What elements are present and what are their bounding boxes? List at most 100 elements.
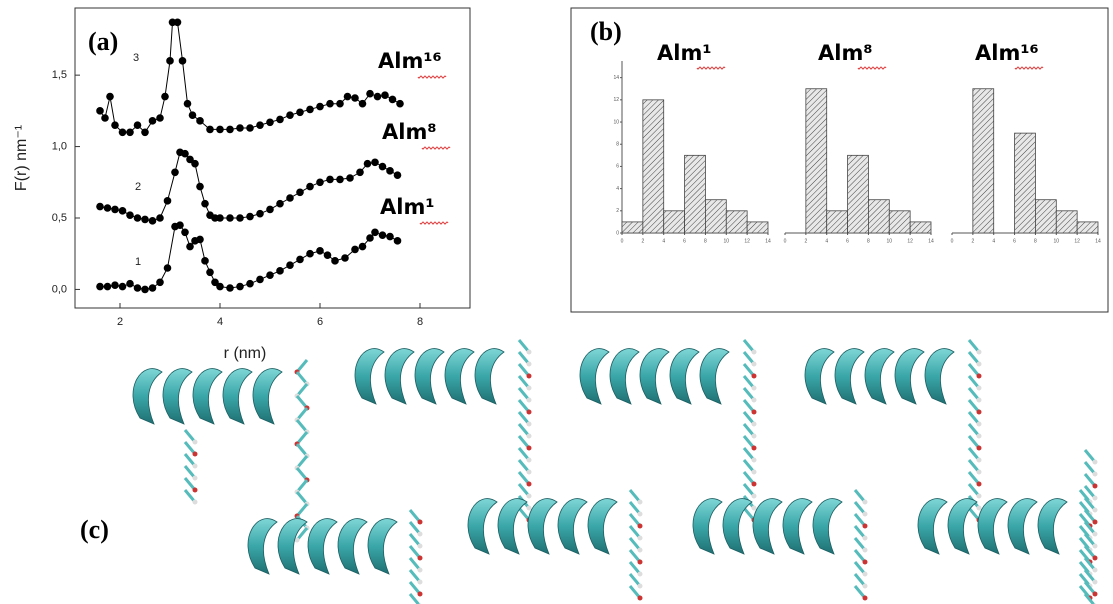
side-chain bbox=[628, 573, 642, 587]
side-chain bbox=[967, 375, 981, 389]
histogram-bar bbox=[909, 221, 932, 234]
histogram-bar bbox=[972, 88, 995, 234]
side-chain bbox=[295, 431, 309, 445]
data-point bbox=[331, 257, 339, 265]
side-chain bbox=[408, 557, 422, 571]
panel-label: (b) bbox=[590, 17, 622, 46]
atom bbox=[751, 433, 757, 439]
histogram-title: Alm⁸ bbox=[818, 41, 873, 65]
atom bbox=[1092, 591, 1098, 597]
helix-turn bbox=[722, 498, 753, 555]
data-point bbox=[126, 211, 134, 219]
helix-turn bbox=[977, 498, 1008, 555]
atom bbox=[417, 519, 423, 525]
y-tick-label: 12 bbox=[613, 97, 619, 103]
panel-b-frame bbox=[570, 7, 1109, 313]
atom bbox=[526, 469, 532, 475]
atom bbox=[526, 397, 532, 403]
data-point bbox=[371, 158, 379, 167]
data-point bbox=[316, 102, 324, 111]
data-point bbox=[118, 207, 127, 215]
data-point bbox=[96, 107, 104, 115]
data-point bbox=[156, 278, 164, 287]
data-point bbox=[126, 279, 134, 288]
series-name: Alm¹ bbox=[380, 195, 435, 219]
helix-turn bbox=[669, 348, 700, 405]
side-chain bbox=[628, 549, 642, 563]
data-point bbox=[201, 257, 209, 265]
side-chain bbox=[517, 483, 531, 497]
y-tick-label: 2 bbox=[616, 208, 619, 214]
data-point bbox=[378, 162, 387, 171]
side-chain bbox=[295, 395, 309, 409]
histogram-bar bbox=[1076, 221, 1099, 234]
atom bbox=[637, 583, 643, 589]
side-chain bbox=[517, 351, 531, 365]
x-tick-label: 2 bbox=[117, 316, 123, 328]
helix-turn bbox=[307, 518, 338, 575]
histogram-bar bbox=[725, 210, 748, 234]
panel-c-label: (c) bbox=[80, 515, 109, 544]
helix-turn bbox=[247, 518, 278, 575]
x-tick-label: 12 bbox=[744, 238, 750, 244]
data-point bbox=[343, 92, 352, 101]
y-axis-label: F(r) nm⁻¹ bbox=[13, 125, 30, 191]
data-point bbox=[276, 115, 284, 124]
atom bbox=[1092, 519, 1098, 525]
x-tick-label: 10 bbox=[887, 238, 893, 244]
data-point bbox=[133, 284, 142, 292]
atom bbox=[192, 463, 198, 469]
histogram-bar bbox=[642, 99, 665, 234]
x-tick-label: 8 bbox=[704, 238, 707, 244]
helix-turn bbox=[834, 348, 865, 405]
side-chain bbox=[517, 387, 531, 401]
histogram-title: Alm¹ bbox=[657, 41, 712, 65]
y-tick-label: 0 bbox=[616, 230, 619, 236]
data-point bbox=[103, 204, 112, 212]
data-point bbox=[306, 182, 314, 191]
histogram-bar bbox=[888, 210, 911, 234]
side-chain bbox=[967, 363, 981, 377]
side-chain bbox=[967, 339, 981, 353]
side-chain bbox=[967, 459, 981, 473]
spell-underline bbox=[419, 221, 449, 225]
helix-turn bbox=[924, 348, 955, 405]
side-chain bbox=[517, 447, 531, 461]
side-chain bbox=[1083, 569, 1097, 583]
y-tick-label: 0,0 bbox=[52, 283, 67, 295]
helix-turn bbox=[947, 498, 978, 555]
x-axis-label: r (nm) bbox=[224, 345, 267, 362]
atom bbox=[1092, 495, 1098, 501]
data-point bbox=[381, 91, 389, 99]
data-point bbox=[266, 118, 274, 127]
side-chain bbox=[967, 411, 981, 425]
data-point bbox=[181, 149, 189, 158]
helix-turn bbox=[162, 368, 193, 425]
atom bbox=[526, 493, 532, 499]
data-point bbox=[358, 242, 367, 251]
atom bbox=[862, 583, 868, 589]
data-point bbox=[148, 217, 157, 225]
helix-turn bbox=[894, 348, 925, 405]
side-chain bbox=[295, 527, 309, 541]
data-point bbox=[201, 199, 209, 208]
data-point bbox=[396, 99, 404, 108]
side-chain bbox=[742, 351, 756, 365]
y-tick-label: 10 bbox=[613, 119, 619, 125]
data-point bbox=[388, 95, 397, 104]
side-chain bbox=[295, 455, 309, 469]
data-point bbox=[386, 167, 394, 175]
curve-number: 3 bbox=[133, 52, 139, 64]
data-point bbox=[163, 264, 172, 272]
atom bbox=[751, 493, 757, 499]
data-point bbox=[378, 231, 387, 239]
y-tick-label: 1,5 bbox=[52, 69, 67, 81]
data-point bbox=[183, 99, 192, 108]
atom bbox=[294, 537, 300, 543]
data-point bbox=[181, 228, 189, 237]
series-name: Alm⁸ bbox=[382, 120, 437, 144]
atom bbox=[1092, 459, 1098, 465]
atom bbox=[526, 385, 532, 391]
side-chain bbox=[853, 501, 867, 515]
data-point bbox=[196, 235, 204, 244]
